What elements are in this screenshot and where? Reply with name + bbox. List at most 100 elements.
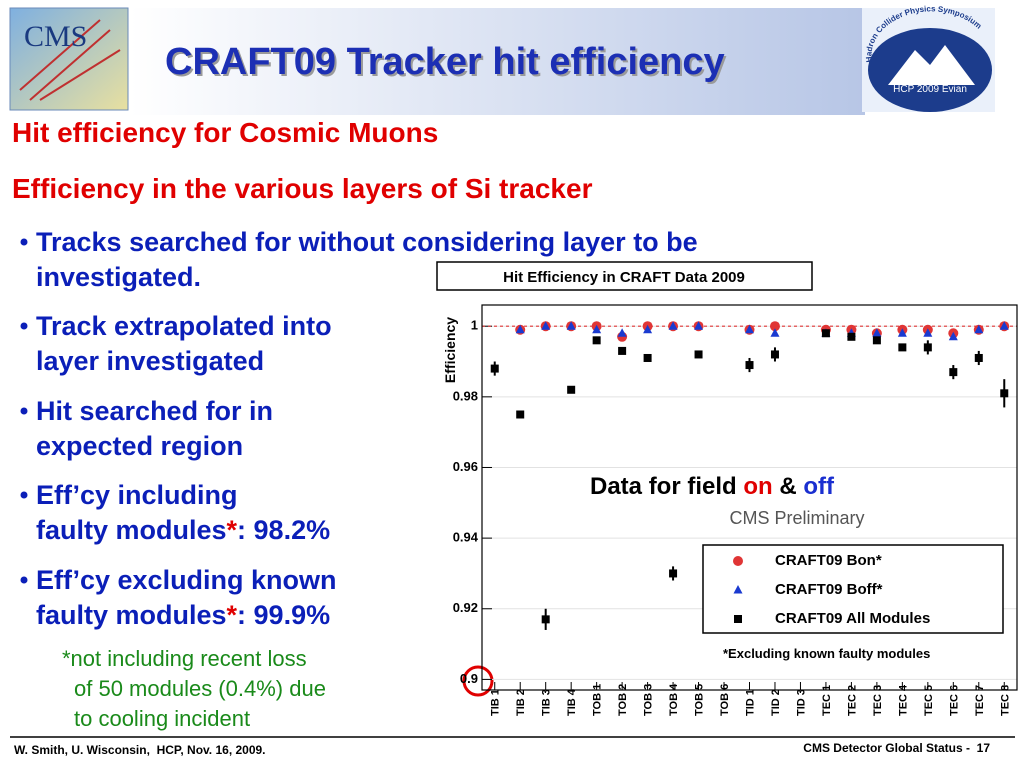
- x-tick-label: TEC 4: [897, 684, 909, 716]
- x-tick-label: TID 3: [795, 689, 807, 716]
- x-tick-label: TIB 2: [515, 689, 527, 716]
- x-tick-label: TIB 1: [490, 689, 502, 716]
- point: [897, 328, 907, 337]
- point: [566, 321, 576, 330]
- point: [1000, 389, 1009, 398]
- x-tick-label: TEC 7: [974, 685, 986, 716]
- point: [617, 328, 627, 337]
- y-tick-label: 0.9: [460, 671, 478, 686]
- x-tick-label: TEC 2: [846, 685, 858, 716]
- point: [516, 410, 525, 419]
- footnote-line: of 50 modules (0.4%) due: [74, 676, 326, 701]
- text-accent: off: [803, 473, 835, 500]
- x-tick-label: TID 1: [745, 689, 757, 716]
- point: [974, 353, 983, 362]
- point: [949, 368, 958, 377]
- chart: Hit Efficiency in CRAFT Data 2009 Effici…: [432, 258, 1022, 720]
- x-tick-label: TEC 1: [821, 685, 833, 716]
- x-tick-label: TEC 5: [923, 685, 935, 716]
- bullet-dot: [20, 322, 28, 330]
- bullet-line: layer investigated: [36, 346, 264, 376]
- bullet-line: investigated.: [36, 262, 201, 292]
- text-part: faulty modules: [36, 600, 227, 630]
- text-part: Data for field: [590, 473, 743, 500]
- point: [770, 350, 779, 359]
- bullet-line: Eff’cy including: [36, 480, 238, 510]
- point: [733, 585, 743, 594]
- footnote: *not including recent loss of 50 modules …: [62, 646, 326, 731]
- annotation: *Excluding known faulty modules: [723, 646, 930, 661]
- x-tick-label: TID 2: [770, 689, 782, 716]
- point: [618, 346, 627, 355]
- bullet-dot: [20, 238, 28, 246]
- annotation: CMS Preliminary: [729, 508, 864, 528]
- text-part: : 98.2%: [237, 515, 330, 545]
- x-tick-label: TOB 1: [592, 684, 604, 716]
- point: [923, 343, 932, 352]
- text-part: &: [773, 473, 804, 500]
- footnote-line: to cooling incident: [74, 706, 250, 731]
- point: [694, 321, 704, 330]
- highlight-circle: [462, 665, 494, 697]
- x-tick-label: TIB 3: [541, 689, 553, 716]
- point: [734, 615, 742, 623]
- y-axis-label: Efficiency: [442, 317, 458, 383]
- bullet-dot: [20, 491, 28, 499]
- point: [948, 331, 958, 341]
- point: [923, 328, 933, 337]
- legend-label: CRAFT09 Bon*: [775, 552, 882, 569]
- point: [592, 336, 601, 345]
- bullet-line: Eff’cy excluding known: [36, 565, 337, 595]
- point: [669, 569, 678, 578]
- legend-label: CRAFT09 All Modules: [775, 610, 930, 627]
- x-tick-label: TOB 5: [694, 684, 706, 716]
- bullet-dot: [20, 576, 28, 584]
- point: [745, 324, 754, 334]
- y-tick-label: 0.96: [453, 459, 478, 474]
- x-tick-label: TOB 4: [668, 683, 680, 716]
- point: [847, 332, 856, 341]
- hcp-logo: Hadron Collider Physics Symposium HCP 20…: [862, 4, 995, 112]
- point: [770, 328, 780, 337]
- y-tick-label: 0.98: [453, 388, 478, 403]
- bullet-line: Track extrapolated into: [36, 311, 332, 341]
- x-tick-label: TIB 4: [566, 688, 578, 716]
- bullet-dot: [20, 407, 28, 415]
- y-tick-label: 1: [471, 318, 478, 333]
- point: [643, 353, 652, 362]
- text-accent: *: [227, 515, 238, 545]
- footer-left: W. Smith, U. Wisconsin, HCP, Nov. 16, 20…: [14, 743, 266, 757]
- point: [567, 385, 576, 394]
- chart-title: Hit Efficiency in CRAFT Data 2009: [503, 269, 745, 286]
- point: [821, 329, 830, 338]
- x-tick-label: TEC 3: [872, 685, 884, 716]
- title-band: [130, 8, 865, 115]
- cms-logo-text: CMS: [24, 20, 87, 53]
- point: [745, 361, 754, 370]
- x-tick-label: TEC 8: [999, 685, 1011, 716]
- heading: Hit efficiency for Cosmic Muons: [12, 117, 438, 148]
- bullet-line: faulty modules*: 98.2%: [36, 515, 330, 545]
- text-accent: on: [743, 473, 772, 500]
- point: [541, 321, 551, 330]
- bullet-line: Hit searched for in: [36, 396, 273, 426]
- footnote-line: *not including recent loss: [62, 646, 307, 671]
- chart-title-box: [436, 261, 813, 291]
- bullet-line: Tracks searched for without considering …: [36, 227, 698, 257]
- point: [694, 350, 703, 359]
- point: [592, 324, 602, 334]
- bullet-line: faulty modules*: 99.9%: [36, 600, 330, 630]
- x-tick-label: TOB 2: [617, 684, 629, 716]
- bullet-list: Tracks searched for without considering …: [20, 227, 698, 630]
- legend-box: [702, 544, 1004, 634]
- point: [490, 364, 499, 373]
- point: [643, 324, 653, 334]
- y-tick-label: 0.94: [453, 530, 479, 545]
- point: [515, 324, 525, 334]
- point: [769, 321, 780, 332]
- point: [974, 324, 984, 334]
- x-tick-label: TOB 3: [643, 684, 655, 716]
- y-tick-label: 0.92: [453, 600, 478, 615]
- point: [898, 343, 907, 352]
- chart-frame: [432, 258, 1022, 720]
